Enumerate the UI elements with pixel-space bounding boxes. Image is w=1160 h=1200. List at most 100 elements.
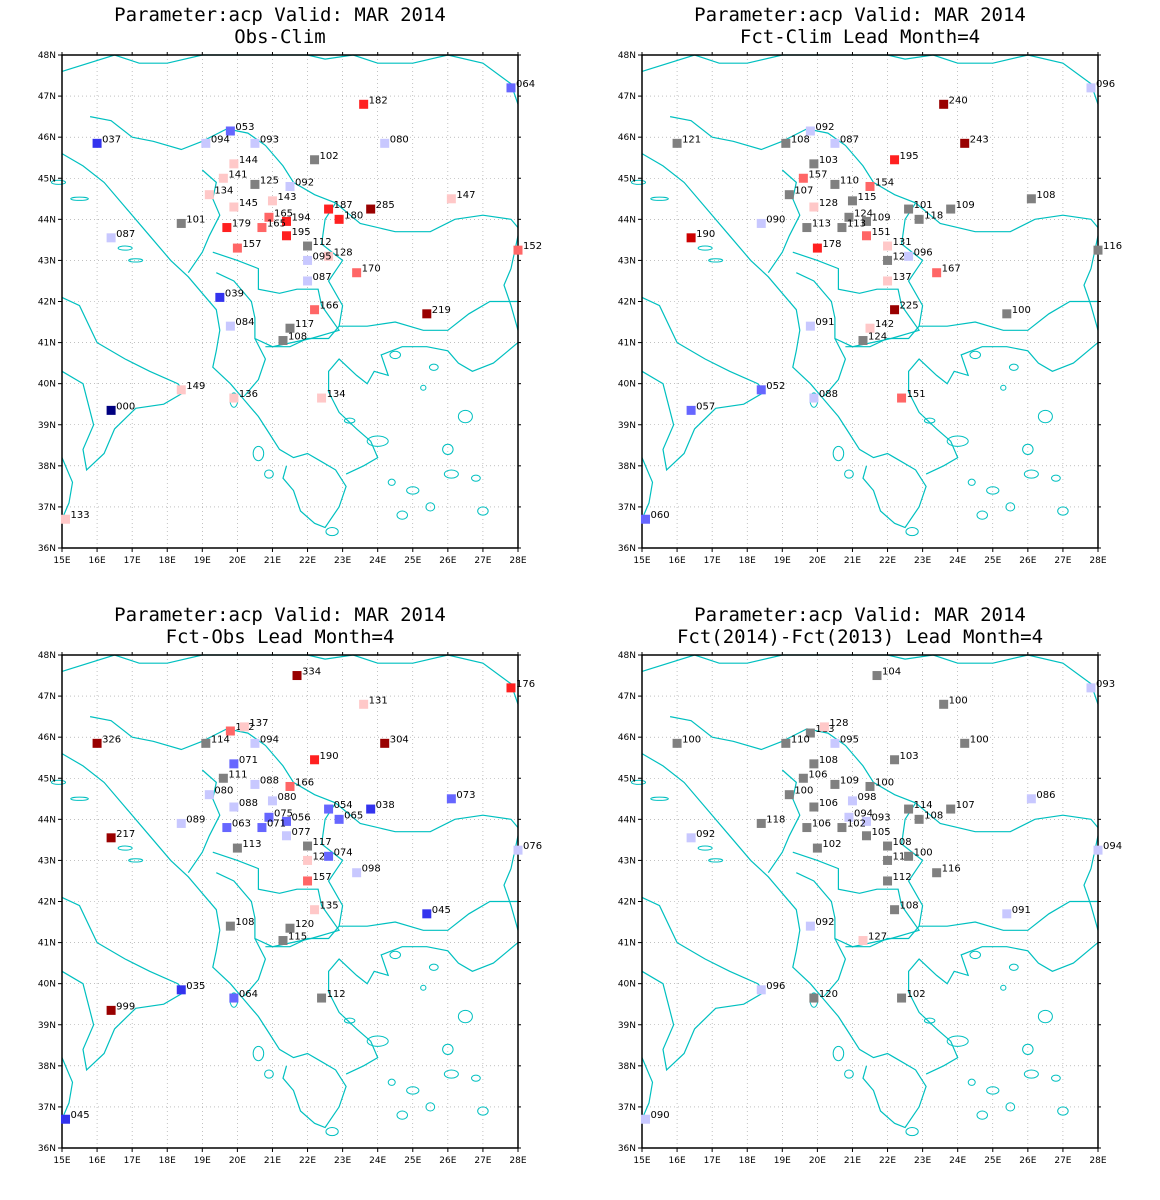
coastline xyxy=(908,942,1099,1075)
island xyxy=(128,258,144,263)
station-value-label: 176 xyxy=(516,679,535,690)
coastline xyxy=(187,769,221,874)
station-marker xyxy=(686,833,696,843)
station-marker xyxy=(303,876,313,886)
coastline xyxy=(61,296,98,343)
station-value-label: 157 xyxy=(808,169,827,180)
station-value-label: 180 xyxy=(344,210,363,221)
coastline xyxy=(641,753,927,1129)
station-marker xyxy=(352,268,362,278)
station-marker xyxy=(809,802,819,812)
station-value-label: 077 xyxy=(291,827,310,838)
station-value-label: 194 xyxy=(291,212,310,223)
lat-tick-label: 44N xyxy=(618,215,636,225)
island xyxy=(697,845,713,851)
island xyxy=(650,796,669,801)
island xyxy=(471,1074,481,1082)
station-marker xyxy=(904,204,914,214)
station-marker xyxy=(872,671,882,681)
coastline xyxy=(187,169,221,274)
island xyxy=(396,510,409,520)
station-value-label: 110 xyxy=(840,175,859,186)
island xyxy=(264,469,274,479)
panel-title: Parameter:acp Valid: MAR 2014 xyxy=(694,604,1026,626)
station-value-label: 092 xyxy=(696,829,715,840)
station-value-label: 101 xyxy=(914,200,933,211)
station-value-label: 115 xyxy=(288,932,307,943)
station-value-label: 094 xyxy=(854,808,873,819)
island xyxy=(1022,443,1034,456)
station-marker xyxy=(756,218,766,228)
station-marker xyxy=(61,1114,71,1124)
station-value-label: 108 xyxy=(900,901,919,912)
station-marker xyxy=(904,804,914,814)
coastline xyxy=(823,338,847,397)
station-value-label: 104 xyxy=(882,667,901,678)
lon-tick-label: 24E xyxy=(949,1156,966,1166)
station-marker xyxy=(176,818,186,828)
station-marker xyxy=(281,816,291,826)
lon-tick-label: 25E xyxy=(984,556,1001,566)
coastline xyxy=(212,251,341,348)
station-value-label: 190 xyxy=(696,229,715,240)
island xyxy=(1051,474,1061,482)
station-value-label: 096 xyxy=(1096,79,1115,90)
station-value-label: 107 xyxy=(794,186,813,197)
lat-tick-label: 46N xyxy=(618,733,636,743)
coastline xyxy=(669,716,1099,833)
station-marker xyxy=(267,196,277,206)
station-marker xyxy=(229,759,239,769)
station-value-label: 090 xyxy=(651,1110,670,1121)
station-value-label: 039 xyxy=(225,288,244,299)
island xyxy=(1008,963,1019,971)
station-marker xyxy=(106,1005,116,1015)
lat-tick-label: 48N xyxy=(618,51,636,61)
station-marker xyxy=(897,393,907,403)
station-value-label: 142 xyxy=(875,319,894,330)
coastline xyxy=(641,342,766,472)
station-marker xyxy=(61,514,71,524)
station-value-label: 145 xyxy=(239,198,258,209)
station-value-label: 107 xyxy=(956,800,975,811)
lon-tick-label: 17E xyxy=(124,556,141,566)
island xyxy=(420,384,427,391)
lon-tick-label: 28E xyxy=(1089,556,1106,566)
coastline xyxy=(61,342,186,472)
station-marker xyxy=(798,173,808,183)
station-marker xyxy=(225,126,235,136)
station-map: 15E 16E 17E 18E 19E 20E 21E 22E 23E 24E 25E 26E 27E 2… xyxy=(38,651,542,1166)
station-value-label: 080 xyxy=(277,792,296,803)
station-value-label: 106 xyxy=(812,819,831,830)
station-value-label: 217 xyxy=(116,829,135,840)
island xyxy=(630,179,647,185)
island xyxy=(708,858,724,863)
station-marker xyxy=(513,245,523,255)
station-marker xyxy=(106,833,116,843)
station-marker xyxy=(250,779,260,789)
station-value-label: 108 xyxy=(288,332,307,343)
station-marker xyxy=(225,921,235,931)
station-marker xyxy=(366,204,376,214)
panel-subtitle: Obs-Clim xyxy=(234,26,326,48)
station-marker xyxy=(264,812,274,822)
station-value-label: 144 xyxy=(239,155,258,166)
coastline xyxy=(243,338,267,397)
station-marker xyxy=(1002,909,1012,919)
station-marker xyxy=(334,214,344,224)
station-value-label: 116 xyxy=(1103,241,1122,252)
station-value-label: 098 xyxy=(362,864,381,875)
station-marker xyxy=(960,138,970,148)
lat-tick-label: 41N xyxy=(618,339,636,349)
island xyxy=(1005,502,1016,512)
lon-tick-label: 26E xyxy=(439,1156,456,1166)
island xyxy=(967,1078,976,1086)
station-marker xyxy=(225,726,235,736)
station-value-label: 093 xyxy=(871,812,890,823)
lon-tick-label: 25E xyxy=(984,1156,1001,1166)
island xyxy=(1051,1074,1061,1082)
coastline xyxy=(767,769,801,874)
station-marker xyxy=(784,790,794,800)
station-marker xyxy=(250,179,260,189)
station-marker xyxy=(1026,194,1036,204)
station-value-label: 165 xyxy=(267,219,286,230)
